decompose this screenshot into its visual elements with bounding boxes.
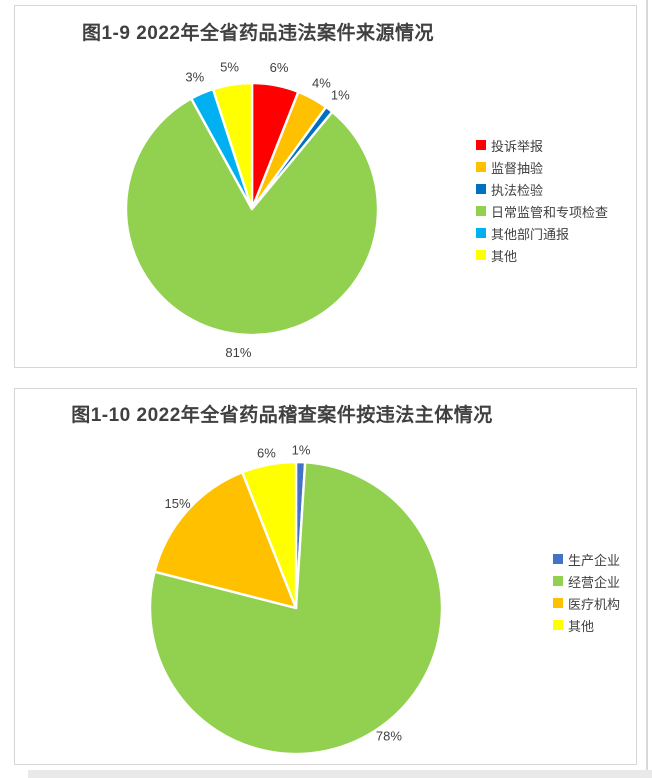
data-label: 78% xyxy=(376,728,402,743)
legend-swatch xyxy=(476,250,486,260)
data-label: 81% xyxy=(225,345,251,360)
data-label: 6% xyxy=(270,60,289,75)
legend-item: 其他 xyxy=(553,614,620,636)
data-label: 5% xyxy=(220,59,239,74)
chart-title: 图1-9 2022年全省药品违法案件来源情况 xyxy=(81,23,435,44)
pie-chart: 6% 4%1% 81% 3% 5% xyxy=(124,59,380,360)
legend-item: 其他 xyxy=(476,244,608,266)
pie-slice-3 xyxy=(124,97,380,337)
legend-item: 其他部门通报 xyxy=(476,222,608,244)
legend-label: 监督抽验 xyxy=(491,160,544,176)
legend-swatch xyxy=(476,184,486,194)
legend-swatch xyxy=(476,228,486,238)
legend-item: 投诉举报 xyxy=(476,134,608,156)
data-label: 1% xyxy=(331,88,350,103)
data-label: 6% xyxy=(257,445,276,460)
legend-item: 生产企业 xyxy=(553,548,620,570)
legend-swatch xyxy=(476,162,486,172)
legend-swatch xyxy=(476,206,486,216)
legend-label: 投诉举报 xyxy=(491,138,544,154)
page-bottom-strip xyxy=(28,770,652,778)
data-label: 15% xyxy=(164,496,190,511)
chart-panel-violation-subjects: 图1-10 2022年全省药品稽查案件按违法主体情况 1% 78% 15% 6% 生产… xyxy=(14,388,637,765)
legend-item: 经营企业 xyxy=(553,570,620,592)
legend-item: 日常监管和专项检查 xyxy=(476,200,608,222)
legend-swatch xyxy=(553,554,563,564)
legend-label: 生产企业 xyxy=(568,552,621,568)
legend-swatch xyxy=(553,576,563,586)
legend-label: 其他部门通报 xyxy=(491,226,570,242)
pie-slice-3 xyxy=(241,460,298,610)
data-label: 3% xyxy=(185,69,204,84)
legend-swatch xyxy=(553,620,563,630)
legend-label: 日常监管和专项检查 xyxy=(491,204,609,220)
legend-label: 经营企业 xyxy=(568,574,621,590)
legend-label: 其他 xyxy=(568,618,595,634)
pie-slice-2 xyxy=(153,471,298,610)
legend: 生产企业经营企业医疗机构其他 xyxy=(553,548,620,636)
legend-item: 医疗机构 xyxy=(553,592,620,614)
legend-label: 医疗机构 xyxy=(568,596,621,612)
data-label: 1% xyxy=(292,443,311,458)
page-edge-line xyxy=(646,0,648,778)
data-label: 4% xyxy=(312,75,331,90)
legend-item: 执法检验 xyxy=(476,178,608,200)
legend-swatch xyxy=(476,140,486,150)
legend: 投诉举报监督抽验执法检验日常监管和专项检查 其他部门通报 其他 xyxy=(476,134,608,266)
chart-panel-violation-sources: 图1-9 2022年全省药品违法案件来源情况 6% 4% 1% 81% 3% 5% 投诉举… xyxy=(14,5,637,368)
legend-label: 其他 xyxy=(491,248,518,264)
legend-label: 执法检验 xyxy=(491,182,544,198)
pie-chart: 1% 78% 15% 6% xyxy=(148,443,444,756)
legend-item: 监督抽验 xyxy=(476,156,608,178)
pie-slice-5 xyxy=(211,81,254,211)
legend-swatch xyxy=(553,598,563,608)
chart-title: 图1-10 2022年全省药品稽查案件按违法主体情况 xyxy=(71,405,493,426)
